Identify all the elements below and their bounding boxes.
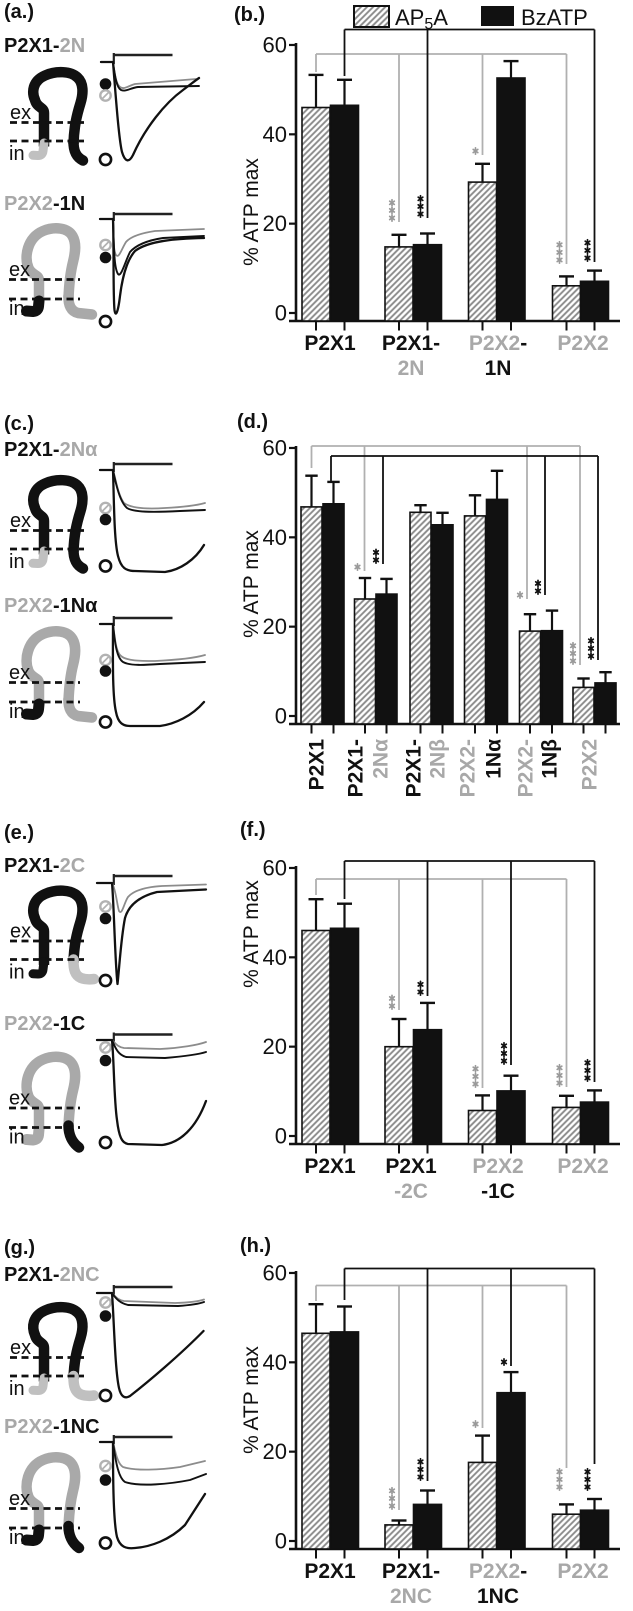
svg-text:in: in bbox=[9, 143, 25, 165]
svg-text:P2X2-1N: P2X2-1N bbox=[4, 193, 85, 215]
svg-text:P2X1-: P2X1- bbox=[403, 739, 426, 797]
svg-text:in: in bbox=[9, 1527, 25, 1549]
svg-text:P2X1-2C: P2X1-2C bbox=[4, 855, 85, 877]
svg-text:P2X2-: P2X2- bbox=[515, 739, 538, 797]
svg-text:ex: ex bbox=[10, 102, 31, 124]
svg-text:P2X1-2Nα: P2X1-2Nα bbox=[4, 439, 98, 461]
svg-text:20: 20 bbox=[263, 1034, 287, 1059]
svg-text:P2X2: P2X2 bbox=[472, 1155, 523, 1178]
svg-text:P2X1-2NC: P2X1-2NC bbox=[4, 1264, 100, 1286]
svg-text:P2X1-: P2X1- bbox=[382, 332, 440, 355]
svg-text:P2X2: P2X2 bbox=[557, 1155, 608, 1178]
svg-text:60: 60 bbox=[263, 855, 287, 880]
svg-text:in: in bbox=[9, 701, 25, 723]
svg-text:AP5A: AP5A bbox=[395, 5, 448, 33]
svg-text:P2X2: P2X2 bbox=[557, 1560, 608, 1583]
svg-text:P2X2-1Nα: P2X2-1Nα bbox=[4, 595, 98, 617]
svg-text:P2X1: P2X1 bbox=[304, 332, 356, 355]
svg-text:in: in bbox=[9, 1127, 25, 1149]
svg-text:ex: ex bbox=[9, 259, 30, 281]
svg-text:P2X1: P2X1 bbox=[304, 1560, 356, 1583]
svg-text:40: 40 bbox=[263, 122, 287, 147]
svg-text:(b.): (b.) bbox=[234, 4, 265, 26]
svg-text:20: 20 bbox=[263, 211, 287, 236]
svg-text:ex: ex bbox=[9, 1488, 30, 1510]
svg-text:2NC: 2NC bbox=[390, 1585, 432, 1608]
svg-text:BzATP: BzATP bbox=[521, 5, 588, 30]
svg-text:P2X1: P2X1 bbox=[385, 1155, 437, 1178]
svg-text:40: 40 bbox=[263, 525, 287, 550]
svg-text:% ATP max: % ATP max bbox=[240, 530, 263, 638]
svg-text:40: 40 bbox=[263, 1350, 287, 1375]
svg-text:-2C: -2C bbox=[394, 1180, 428, 1203]
svg-text:2N: 2N bbox=[398, 357, 425, 380]
svg-text:P2X2-1C: P2X2-1C bbox=[4, 1013, 85, 1035]
svg-text:1Nα: 1Nα bbox=[483, 739, 506, 779]
svg-text:60: 60 bbox=[263, 1260, 287, 1285]
svg-text:1Nβ: 1Nβ bbox=[539, 739, 562, 779]
svg-text:P2X2-: P2X2- bbox=[469, 1560, 527, 1583]
svg-text:P2X1-: P2X1- bbox=[382, 1560, 440, 1583]
svg-text:(a.): (a.) bbox=[4, 1, 34, 23]
svg-text:2Nβ: 2Nβ bbox=[427, 739, 450, 779]
svg-text:60: 60 bbox=[263, 435, 287, 460]
svg-text:(e.): (e.) bbox=[4, 822, 34, 844]
svg-text:-1C: -1C bbox=[481, 1180, 515, 1203]
svg-text:P2X1: P2X1 bbox=[304, 1155, 356, 1178]
svg-text:% ATP max: % ATP max bbox=[240, 158, 263, 266]
svg-text:ex: ex bbox=[9, 1088, 30, 1110]
svg-text:ex: ex bbox=[10, 510, 31, 532]
svg-text:1NC: 1NC bbox=[477, 1585, 519, 1608]
svg-text:(c.): (c.) bbox=[4, 413, 34, 435]
svg-text:in: in bbox=[9, 298, 25, 320]
svg-text:20: 20 bbox=[263, 1439, 287, 1464]
svg-text:P2X2-1NC: P2X2-1NC bbox=[4, 1416, 100, 1438]
svg-text:P2X1-: P2X1- bbox=[345, 739, 368, 797]
svg-text:in: in bbox=[9, 962, 25, 984]
svg-text:(f.): (f.) bbox=[240, 819, 266, 841]
svg-text:0: 0 bbox=[275, 301, 287, 326]
svg-text:ex: ex bbox=[10, 921, 31, 943]
svg-text:P2X2: P2X2 bbox=[557, 332, 608, 355]
svg-text:in: in bbox=[9, 1378, 25, 1400]
svg-text:ex: ex bbox=[9, 662, 30, 684]
svg-text:in: in bbox=[9, 551, 25, 573]
svg-text:0: 0 bbox=[275, 704, 287, 729]
svg-text:P2X2-: P2X2- bbox=[457, 739, 480, 797]
svg-text:40: 40 bbox=[263, 945, 287, 970]
svg-text:60: 60 bbox=[263, 32, 287, 57]
svg-text:% ATP max: % ATP max bbox=[240, 1346, 263, 1454]
svg-text:% ATP max: % ATP max bbox=[240, 880, 263, 988]
svg-text:0: 0 bbox=[275, 1124, 287, 1149]
svg-text:0: 0 bbox=[275, 1529, 287, 1554]
svg-text:P2X2-: P2X2- bbox=[469, 332, 527, 355]
svg-text:ex: ex bbox=[10, 1337, 31, 1359]
svg-text:P2X1: P2X1 bbox=[306, 739, 329, 791]
svg-text:20: 20 bbox=[263, 614, 287, 639]
svg-text:P2X2: P2X2 bbox=[579, 739, 602, 790]
svg-text:P2X1-2N: P2X1-2N bbox=[4, 35, 85, 57]
svg-text:1N: 1N bbox=[485, 357, 512, 380]
svg-text:2Nα: 2Nα bbox=[370, 739, 393, 779]
svg-text:(h.): (h.) bbox=[240, 1235, 271, 1257]
svg-text:(g.): (g.) bbox=[4, 1237, 35, 1259]
svg-text:(d.): (d.) bbox=[237, 411, 268, 433]
